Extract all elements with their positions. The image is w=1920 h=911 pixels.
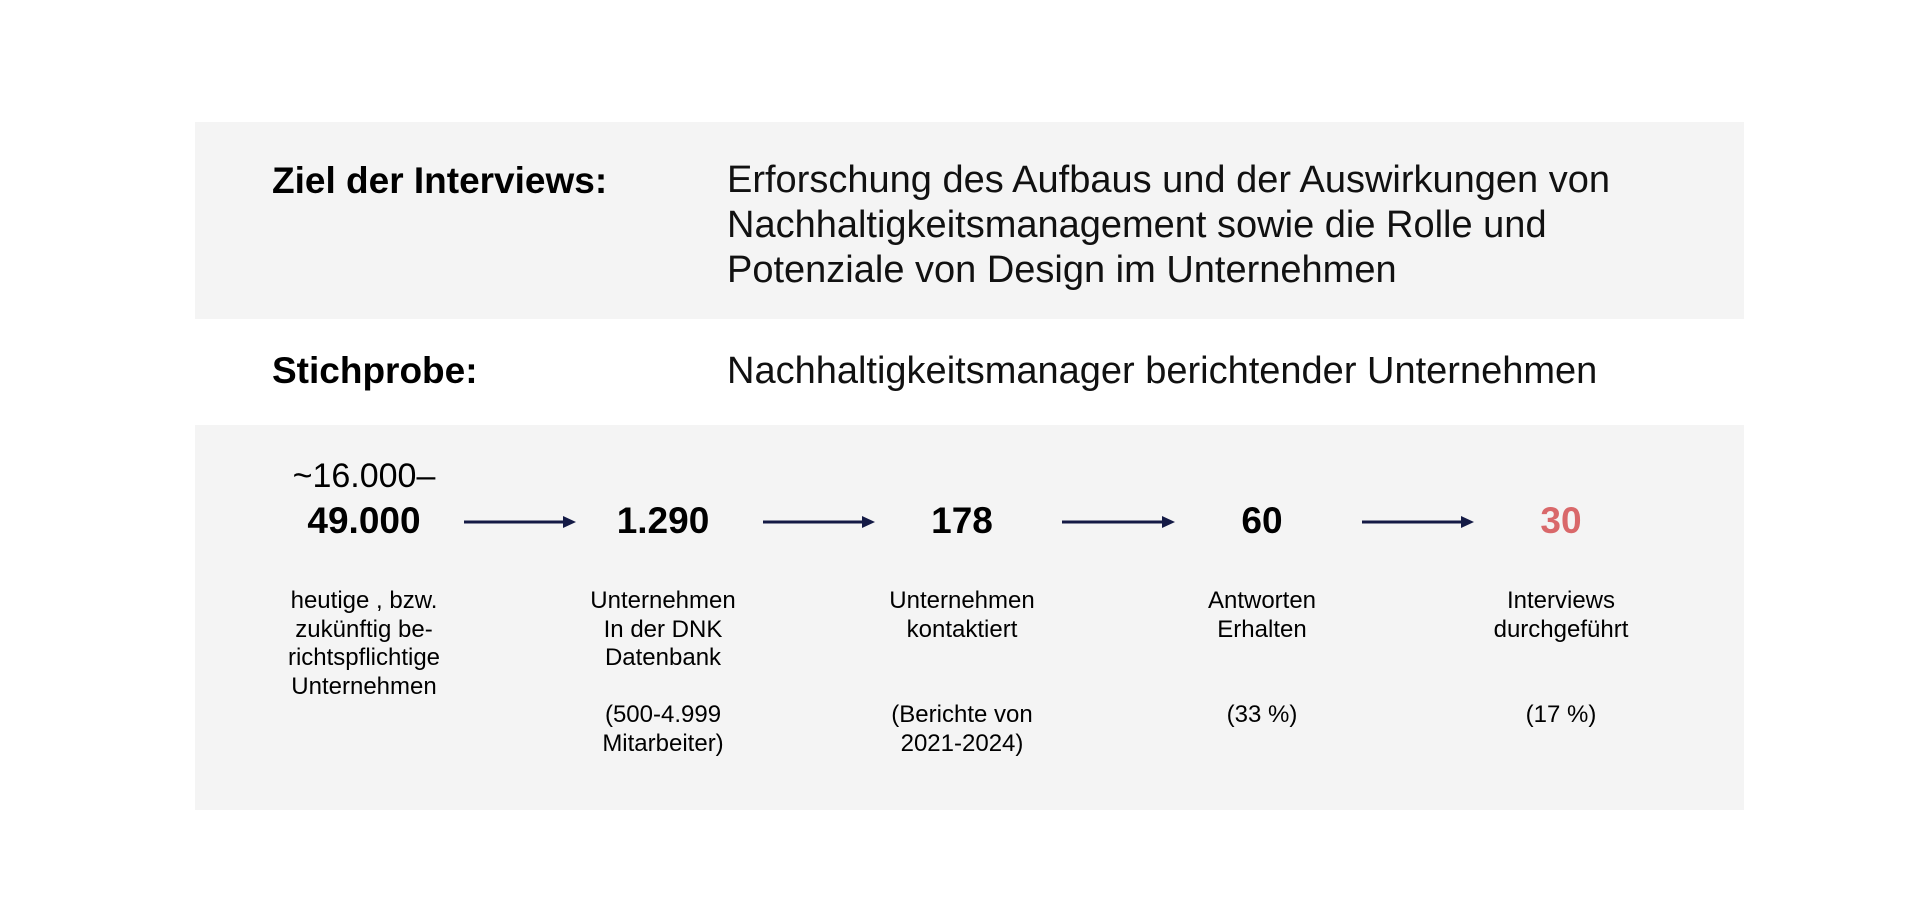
step-note: (33 %)	[1132, 701, 1392, 730]
note-line: (33 %)	[1226, 701, 1298, 728]
sample-text: Nachhaltigkeitsmanager berichtender Unte…	[727, 350, 1598, 392]
step-description: Interviews durchgeführt	[1431, 587, 1691, 644]
step-description: Unternehmen In der DNK Datenbank	[533, 587, 793, 673]
note-line: (Berichte von	[891, 701, 1033, 728]
goal-line: Potenziale von Design im Unternehmen	[727, 249, 1397, 291]
description-line: Antworten	[1207, 587, 1317, 614]
note-line: 2021-2024)	[900, 729, 1024, 757]
step-prefix: ~16.000–	[292, 457, 436, 495]
description-line: heutige , bzw.	[290, 587, 438, 614]
step-description: Unternehmen kontaktiert	[832, 587, 1092, 644]
note-line: Mitarbeiter)	[602, 729, 724, 757]
description-line: Unternehmen	[889, 587, 1035, 614]
step-note: (500-4.999 Mitarbeiter)	[533, 701, 793, 758]
note-line: (500-4.999	[604, 701, 722, 728]
funnel-step: 178 Unternehmen kontaktiert (Berichte von 20…	[832, 0, 1092, 800]
arrow	[464, 516, 576, 528]
arrow	[763, 516, 875, 528]
description-line: Unternehmen	[291, 672, 437, 700]
funnel-step: 30 Interviews durchgeführt (17 %)	[1431, 0, 1691, 800]
step-number: 49.000	[307, 500, 421, 541]
goal-line: Erforschung des Aufbaus und der Auswirku…	[727, 159, 1611, 201]
sample-label: Stichprobe:	[272, 350, 478, 391]
note-line: (17 %)	[1525, 701, 1597, 728]
description-line: In der DNK	[603, 615, 723, 643]
funnel-panel	[195, 425, 1744, 810]
arrow	[1362, 516, 1474, 528]
description-line: durchgeführt	[1493, 615, 1629, 643]
goal-label: Ziel der Interviews:	[272, 160, 608, 201]
step-description: Antworten Erhalten	[1132, 587, 1392, 644]
description-line: Datenbank	[604, 644, 722, 671]
step-note: (17 %)	[1431, 701, 1691, 730]
step-description: heutige , bzw. zukünftig be-richtspflicht…	[234, 587, 494, 701]
step-number: 60	[1241, 500, 1283, 541]
step-number: 30	[1540, 500, 1582, 541]
description-line: richtspflichtige	[287, 644, 441, 671]
description-line: Unternehmen	[590, 587, 736, 614]
description-line: zukünftig be-	[295, 615, 433, 643]
description-line: Erhalten	[1217, 615, 1307, 643]
arrow	[1062, 516, 1175, 528]
funnel-step: ~16.000– 49.000 heutige , bzw. zukünftig be…	[234, 0, 494, 800]
funnel-step: 60 Antworten Erhalten (33 %)	[1132, 0, 1392, 800]
description-line: kontaktiert	[906, 615, 1018, 643]
description-line: Interviews	[1506, 587, 1616, 614]
step-note: (Berichte von 2021-2024)	[832, 701, 1092, 758]
step-number: 178	[931, 500, 993, 541]
funnel-step: 1.290 Unternehmen In der DNK Datenbank (500-…	[533, 0, 793, 800]
goal-panel	[195, 122, 1744, 319]
goal-line: Nachhaltigkeitsmanagement sowie die Roll…	[727, 204, 1547, 246]
goal-text: Erforschung des Aufbaus und der Auswirku…	[727, 158, 1610, 293]
step-number: 1.290	[616, 500, 710, 541]
